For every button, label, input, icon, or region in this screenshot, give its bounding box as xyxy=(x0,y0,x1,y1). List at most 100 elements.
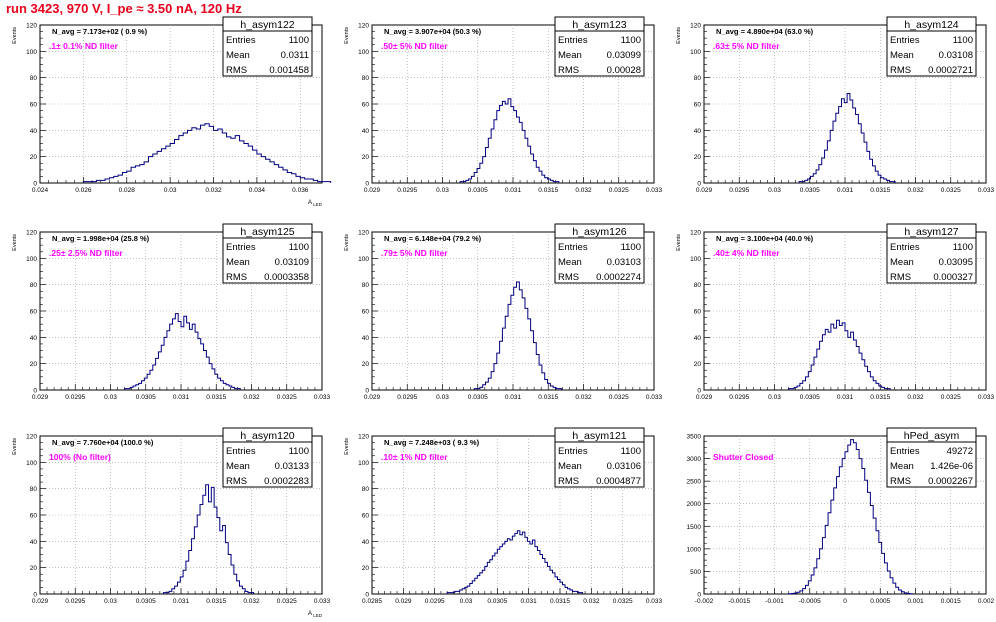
y-axis-label: Events xyxy=(676,234,682,251)
x-tick-label: 0.0005 xyxy=(870,598,890,605)
y-tick-label: 40 xyxy=(362,539,370,546)
y-tick-label: 0 xyxy=(697,181,701,188)
x-tick-label: 0.032 xyxy=(575,394,592,401)
x-tick-label: 0.029 xyxy=(696,394,713,401)
histogram-line xyxy=(788,439,914,595)
y-tick-label: 40 xyxy=(362,335,370,342)
x-tick-label: 0.0295 xyxy=(397,394,417,401)
y-tick-label: 80 xyxy=(30,486,38,493)
filter-annotation: .40± 4% ND filter xyxy=(713,248,780,258)
x-tick-label: 0.031 xyxy=(173,394,190,401)
stats-box: h_asym126 Entries 1100 Mean 0.03103 RMS 0.0002… xyxy=(554,223,645,284)
histogram-line xyxy=(798,92,896,183)
stats-box: h_asym121 Entries 1100 Mean 0.03106 RMS 0.0004… xyxy=(554,427,645,488)
stats-label-entries: Entries xyxy=(890,446,920,457)
stats-box-frame xyxy=(222,223,313,284)
stats-box-title: h_asym125 xyxy=(240,226,294,238)
stats-value-entries: 1100 xyxy=(289,35,309,46)
n-avg-label: N_avg = 7.248e+03 ( 9.3 %) xyxy=(384,438,480,447)
stats-label-entries: Entries xyxy=(558,35,588,46)
stats-box-frame xyxy=(886,223,977,284)
y-tick-label: 20 xyxy=(362,565,370,572)
x-tick-label: 0.031 xyxy=(837,394,854,401)
x-tick-label: 0.031 xyxy=(521,598,538,605)
x-tick-label: 0.0305 xyxy=(800,187,820,194)
x-tick-label: 0.029 xyxy=(696,187,713,194)
y-axis-label: Events xyxy=(12,27,18,44)
x-tick-label: 0.033 xyxy=(646,394,663,401)
x-tick-label: 0.0295 xyxy=(65,394,85,401)
stats-box: hPed_asym Entries 49272 Mean 1.426e-06 RMS 0.0… xyxy=(886,427,977,488)
stats-value-rms: 0.0002274 xyxy=(596,272,641,283)
x-tick-label: 0.0305 xyxy=(800,394,820,401)
y-axis-label: Events xyxy=(12,234,18,251)
x-tick-label: 0.032 xyxy=(907,187,924,194)
y-tick-label: 60 xyxy=(362,102,370,109)
stats-label-rms: RMS xyxy=(558,272,579,283)
x-tick-label: 0.032 xyxy=(575,187,592,194)
stats-value-entries: 1100 xyxy=(621,446,641,457)
x-tick-label: 0.0315 xyxy=(550,598,570,605)
histogram-panel-h_asym121: 0.0285 0.029 0.0295 0.03 0.0305 0.031 0.0315 0.… xyxy=(344,427,663,605)
histogram-line xyxy=(459,98,560,183)
histogram-line xyxy=(162,484,255,594)
x-tick-label: 0.0305 xyxy=(487,598,507,605)
stats-box-title: hPed_asym xyxy=(904,430,960,442)
stats-value-mean: 0.03108 xyxy=(939,50,973,61)
histogram-line xyxy=(473,281,563,390)
stats-label-mean: Mean xyxy=(890,257,914,268)
histogram-panel-h_asym127: 0.029 0.0295 0.03 0.0305 0.031 0.0315 0.032 0.0… xyxy=(676,223,995,401)
histogram-line xyxy=(82,123,332,183)
stats-value-mean: 1.426e-06 xyxy=(930,461,973,472)
stats-label-entries: Entries xyxy=(558,242,588,253)
y-axis-label: Events xyxy=(12,438,18,455)
histogram-panel-h_asym126: 0.029 0.0295 0.03 0.0305 0.031 0.0315 0.032 0.0… xyxy=(344,223,663,401)
n-avg-label: N_avg = 3.907e+04 (50.3 %) xyxy=(384,27,482,36)
stats-value-rms: 0.000327 xyxy=(933,272,973,283)
x-tick-label: 0.031 xyxy=(505,187,522,194)
stats-label-entries: Entries xyxy=(226,446,256,457)
x-tick-label: 0.0295 xyxy=(65,598,85,605)
y-tick-label: 60 xyxy=(694,102,702,109)
x-tick-label: 0.024 xyxy=(32,187,49,194)
x-tick-label: 0.032 xyxy=(243,598,260,605)
x-tick-label: 0.0295 xyxy=(729,187,749,194)
x-tick-label: 0.031 xyxy=(173,598,190,605)
y-tick-label: 20 xyxy=(30,361,38,368)
histogram-line xyxy=(446,530,584,594)
stats-box-title: h_asym123 xyxy=(572,19,626,31)
y-tick-label: 1000 xyxy=(687,546,702,553)
stats-box-frame xyxy=(886,16,977,77)
x-tick-label: 0.0305 xyxy=(136,394,156,401)
stats-label-mean: Mean xyxy=(558,257,582,268)
histogram-line xyxy=(124,313,241,390)
n-avg-label: N_avg = 7.760e+04 (100.0 %) xyxy=(52,438,154,447)
y-tick-label: 60 xyxy=(694,309,702,316)
stats-box-title: h_asym121 xyxy=(572,430,626,442)
stats-box: h_asym127 Entries 1100 Mean 0.03095 RMS 0.0003… xyxy=(886,223,977,284)
y-tick-label: 1500 xyxy=(687,524,702,531)
x-tick-label: 0.0325 xyxy=(941,187,961,194)
filter-annotation: .63± 5% ND filter xyxy=(713,41,780,51)
filter-annotation: 100% (No filter) xyxy=(49,452,111,462)
stats-value-rms: 0.0002267 xyxy=(928,476,973,487)
stats-label-entries: Entries xyxy=(226,242,256,253)
y-tick-label: 40 xyxy=(694,335,702,342)
stats-value-entries: 1100 xyxy=(621,242,641,253)
stats-value-rms: 0.0003358 xyxy=(264,272,309,283)
stats-box-frame xyxy=(554,427,645,488)
y-tick-label: 3000 xyxy=(687,456,702,463)
n-avg-label: N_avg = 6.148e+04 (79.2 %) xyxy=(384,234,482,243)
y-tick-label: 20 xyxy=(694,361,702,368)
stats-label-mean: Mean xyxy=(558,461,582,472)
y-tick-label: 60 xyxy=(30,102,38,109)
filter-annotation: .79± 5% ND filter xyxy=(381,248,448,258)
y-tick-label: 120 xyxy=(358,230,369,237)
x-tick-label: 0.033 xyxy=(978,394,995,401)
x-tick-label: 0.0315 xyxy=(538,187,558,194)
x-tick-label: 0.034 xyxy=(249,187,266,194)
stats-box: h_asym125 Entries 1100 Mean 0.03109 RMS 0.0003… xyxy=(222,223,313,284)
x-tick-label: 0.03 xyxy=(768,187,781,194)
x-tick-label: 0.0015 xyxy=(941,598,961,605)
y-tick-label: 0 xyxy=(33,181,37,188)
